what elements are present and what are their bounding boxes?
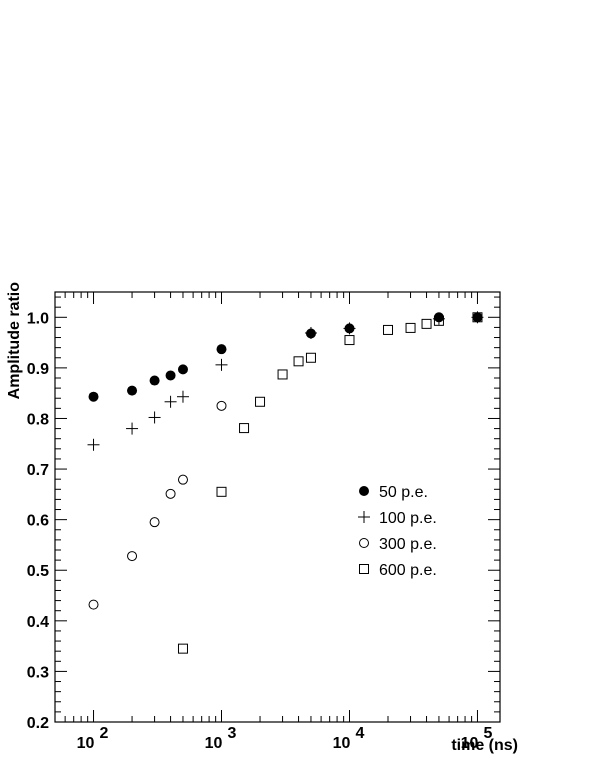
data-point-series-0	[88, 391, 99, 402]
data-point-series-0	[127, 385, 138, 396]
y-tick-label: 0.2	[27, 715, 49, 732]
data-points	[87, 311, 484, 654]
data-point-series-1	[176, 390, 189, 403]
y-tick-label: 0.8	[27, 411, 49, 428]
data-point-series-1	[343, 322, 356, 335]
data-point-series-3	[383, 324, 394, 335]
data-point-series-3	[177, 643, 188, 654]
data-point-series-3	[421, 318, 432, 329]
plot-border	[54, 291, 501, 723]
data-point-series-3	[405, 322, 416, 333]
x-tick-exponent: 4	[355, 725, 364, 742]
data-point-series-2	[149, 517, 160, 528]
x-tick-label: 10	[77, 735, 95, 752]
x-tick-exponent: 2	[100, 725, 109, 742]
legend-marker-0	[359, 486, 369, 496]
data-point-series-1	[304, 326, 317, 339]
legend-marker-2	[359, 538, 369, 548]
data-point-series-0	[149, 375, 160, 386]
data-point-series-2	[88, 599, 99, 610]
legend-entry-1: 100 p.e.	[379, 510, 437, 527]
x-tick-label: 10	[461, 735, 479, 752]
data-point-series-0	[165, 370, 176, 381]
data-point-series-3	[255, 396, 266, 407]
y-axis-title: Amplitude ratio	[6, 282, 23, 400]
data-point-series-1	[215, 358, 228, 371]
y-tick-label: 0.4	[27, 614, 49, 631]
data-point-series-2	[165, 488, 176, 499]
y-tick-label: 0.7	[27, 462, 49, 479]
legend-marker-3	[359, 564, 369, 574]
legend-entry-0: 50 p.e.	[379, 484, 428, 501]
legend-entry-3: 600 p.e.	[379, 562, 437, 579]
data-point-series-3	[293, 356, 304, 367]
data-point-series-2	[127, 551, 138, 562]
plot-frame	[54, 291, 501, 723]
y-tick-label: 0.5	[27, 563, 49, 580]
x-tick-label: 10	[333, 735, 351, 752]
data-point-series-3	[239, 423, 250, 434]
data-point-series-2	[216, 400, 227, 411]
data-point-series-1	[87, 438, 100, 451]
data-point-series-3	[344, 335, 355, 346]
data-point-series-2	[177, 474, 188, 485]
y-tick-label: 0.9	[27, 361, 49, 378]
axis-ticks	[54, 292, 500, 723]
data-point-series-3	[277, 369, 288, 380]
y-tick-label: 0.3	[27, 664, 49, 681]
legend: 50 p.e. 100 p.e. 300 p.e. 600 p.e.	[358, 484, 437, 579]
data-point-series-3	[472, 312, 483, 323]
data-point-series-3	[216, 486, 227, 497]
x-tick-exponent: 5	[483, 725, 492, 742]
data-point-series-1	[126, 422, 139, 435]
x-tick-exponent: 3	[228, 725, 237, 742]
y-tick-label: 0.6	[27, 513, 49, 530]
data-point-series-1	[164, 395, 177, 408]
x-axis-title: time (ns)	[451, 737, 518, 754]
x-tick-label: 10	[205, 735, 223, 752]
data-point-series-0	[216, 344, 227, 355]
y-tick-label: 1.0	[27, 310, 49, 327]
data-point-series-3	[433, 315, 444, 326]
data-point-series-0	[177, 364, 188, 375]
y-tick-labels: 0.2 0.3 0.4 0.5 0.6 0.7 0.8 0.9 1.0	[27, 310, 49, 732]
legend-marker-1	[358, 511, 370, 523]
data-point-series-3	[305, 352, 316, 363]
data-point-series-1	[148, 411, 161, 424]
legend-entry-2: 300 p.e.	[379, 536, 437, 553]
